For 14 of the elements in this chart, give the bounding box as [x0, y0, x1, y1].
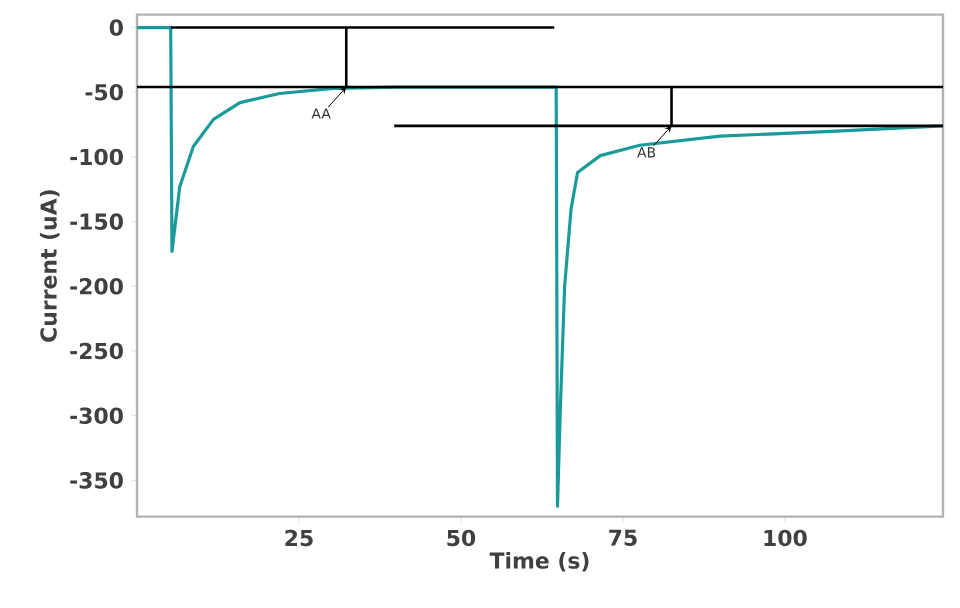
y-tick-label: -100 [70, 148, 123, 166]
x-tick-label: 25 [285, 529, 313, 547]
x-axis-title: Time (s) [489, 551, 589, 572]
y-tick-label: -200 [70, 278, 123, 295]
y-tick-label: -300 [70, 407, 123, 424]
x-tick-label: 50 [447, 529, 476, 547]
x-tick-label: 100 [764, 529, 807, 547]
y-tick-label: -350 [70, 472, 123, 489]
y-tick-label: 0 [109, 19, 123, 36]
y-axis-title: Current (uA) [39, 190, 60, 342]
y-tick-label: -150 [70, 213, 123, 230]
y-tick-label: -250 [70, 342, 123, 360]
y-tick-label: -50 [85, 83, 123, 101]
x-tick-label: 75 [609, 529, 637, 546]
